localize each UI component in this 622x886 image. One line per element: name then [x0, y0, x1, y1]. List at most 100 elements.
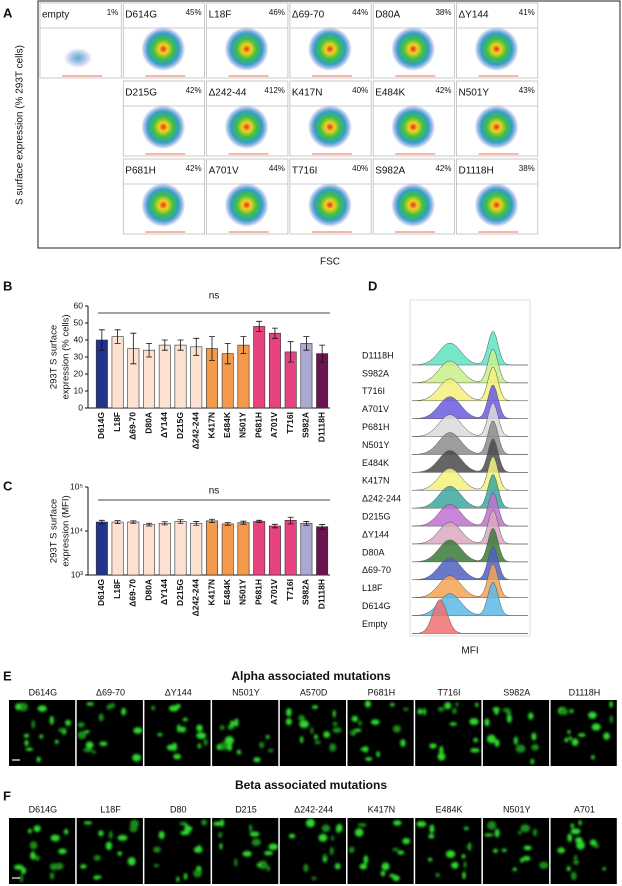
cell [268, 843, 279, 851]
panel-label: D [368, 278, 377, 293]
image-label: N501Y [232, 687, 260, 697]
sample-label: D1118H [459, 166, 494, 177]
scatter-cloud [391, 105, 436, 149]
image-label: D215 [235, 804, 257, 814]
cell [602, 867, 607, 871]
cell [129, 825, 138, 833]
cell [234, 858, 238, 867]
cell [525, 845, 531, 849]
sample-label: N501Y [459, 88, 490, 99]
cell [466, 845, 472, 849]
cell [603, 732, 610, 740]
bar [190, 346, 203, 409]
cell [463, 826, 469, 831]
histogram-ridge [411, 331, 528, 366]
x-tick-label: ΔY144 [159, 412, 169, 438]
bar [127, 521, 140, 576]
cell [429, 743, 437, 749]
cell [334, 863, 341, 870]
cell [50, 834, 60, 842]
cell [121, 707, 127, 716]
cell [151, 705, 156, 711]
cell [15, 703, 22, 711]
histogram-label: D614G [362, 601, 391, 611]
cell [400, 739, 406, 747]
panel-label: F [3, 788, 11, 803]
histogram-ridge [411, 385, 528, 419]
cell [435, 872, 440, 878]
y-tick-label: 0 [78, 402, 83, 412]
cells [216, 718, 274, 763]
error-bar [240, 336, 247, 354]
x-tick-label: D215G [175, 579, 185, 606]
scatter-cloud [141, 183, 186, 227]
cell [25, 747, 34, 752]
cell [220, 819, 225, 827]
x-tick-label: L18F [112, 579, 122, 599]
micrograph [212, 700, 279, 766]
bar [158, 522, 171, 576]
cells [484, 707, 539, 765]
error-bar [303, 521, 310, 526]
panel-title: Alpha associated mutations [231, 669, 391, 683]
cell [158, 830, 165, 840]
x-tick-label: Δ69-70 [128, 579, 138, 607]
cell [236, 749, 242, 755]
cell [588, 711, 597, 719]
cell [309, 818, 314, 827]
cell [528, 712, 534, 720]
cell [86, 702, 94, 706]
x-tick-label: D1118H [316, 412, 326, 442]
error-bar [146, 522, 153, 527]
cell [473, 737, 479, 743]
cell [336, 823, 343, 833]
x-tick-label: P681H [253, 579, 263, 605]
histogram-ridge [411, 510, 528, 545]
micrograph [279, 818, 346, 884]
cell [19, 874, 24, 883]
cell [98, 830, 104, 837]
y-tick-label: 60 [74, 300, 84, 310]
cell [267, 748, 274, 753]
histogram-ridge [411, 438, 528, 473]
percent-label: 40% [352, 86, 368, 95]
histogram-ridge [411, 582, 528, 616]
cell [402, 837, 411, 845]
y-axis-title: 293T S surface [49, 325, 60, 389]
error-bar [161, 521, 168, 526]
sample-label: T716I [292, 166, 318, 177]
sample-label: P681H [125, 166, 156, 177]
bar [174, 521, 187, 576]
scatter-cloud [224, 183, 269, 227]
histogram-label: A701V [362, 404, 389, 414]
histogram-label: E484K [362, 458, 389, 468]
x-tick-label: ΔY144 [159, 579, 169, 605]
cell [567, 730, 571, 734]
cell [609, 715, 614, 724]
cell [463, 861, 467, 869]
histogram-ridge [411, 403, 528, 437]
cell [49, 863, 58, 871]
cell [303, 863, 309, 873]
histogram-label: P681H [362, 422, 390, 432]
cells [557, 820, 607, 881]
cell [175, 703, 181, 709]
x-tick-label: Δ242-244 [191, 579, 201, 617]
cell [393, 820, 402, 826]
x-tick-label: T716I [285, 579, 295, 601]
bar [221, 523, 234, 576]
cell [494, 739, 500, 747]
cell [573, 859, 580, 865]
cells [285, 705, 342, 752]
cells [13, 825, 69, 883]
histogram-label: N501Y [362, 440, 390, 450]
image-label: E484K [436, 804, 463, 814]
cell [153, 846, 161, 853]
bar [158, 344, 171, 409]
cell [487, 820, 497, 830]
cell [196, 732, 207, 740]
cell [180, 726, 186, 733]
cell [321, 824, 331, 833]
image-label: L18F [100, 804, 121, 814]
cell [416, 821, 427, 828]
